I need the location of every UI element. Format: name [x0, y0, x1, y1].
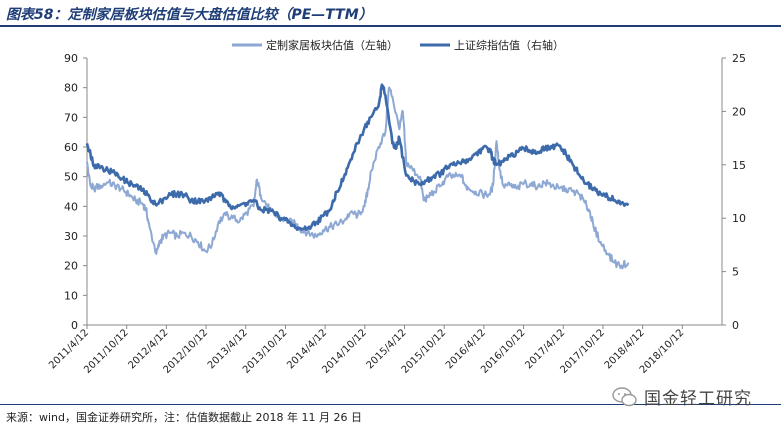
y-left-tick-label: 30: [64, 230, 78, 243]
legend-label-index: 上证综指估值（右轴）: [454, 38, 564, 52]
plot-area: [85, 83, 630, 270]
chart: 定制家居板块估值（左轴） 上证综指估值（右轴） 0102030405060708…: [47, 38, 746, 376]
source-note: 来源：wind，国金证券研究所，注：估值数据截止 2018 年 11 月 26 …: [6, 411, 362, 424]
y-left-tick-label: 80: [64, 82, 78, 95]
watermark-text: 国金轻工研究: [644, 389, 752, 409]
wechat-icon: [612, 386, 637, 406]
y-left-tick-label: 70: [64, 111, 78, 124]
legend: 定制家居板块估值（左轴） 上证综指估值（右轴）: [232, 38, 564, 52]
series-line-index: [85, 83, 630, 231]
y-left-tick-label: 90: [64, 52, 78, 65]
y-right-tick-label: 20: [732, 105, 746, 118]
chart-title: 图表58：定制家居板块估值与大盘估值比较（PE—TTM）: [6, 7, 373, 23]
y-left-tick-label: 20: [64, 260, 78, 273]
y-left-tick-label: 0: [71, 319, 78, 332]
title-rule: [0, 25, 781, 27]
watermark: 国金轻工研究: [612, 384, 752, 409]
y-right-tick-label: 0: [732, 319, 739, 332]
y-right-tick-label: 10: [732, 212, 746, 225]
series-line-sector: [86, 86, 630, 270]
y-left-tick-label: 60: [64, 141, 78, 154]
y-left-tick-label: 40: [64, 200, 78, 213]
footer-rule: [0, 404, 781, 405]
y-right-tick-label: 15: [732, 159, 746, 172]
y-right-tick-label: 25: [732, 52, 746, 65]
legend-label-sector: 定制家居板块估值（左轴）: [266, 38, 398, 52]
y-left-tick-label: 10: [64, 289, 78, 302]
axes: 010203040506070809005101520252011/4/1220…: [47, 52, 746, 376]
y-right-tick-label: 5: [732, 266, 739, 279]
y-left-tick-label: 50: [64, 171, 78, 184]
